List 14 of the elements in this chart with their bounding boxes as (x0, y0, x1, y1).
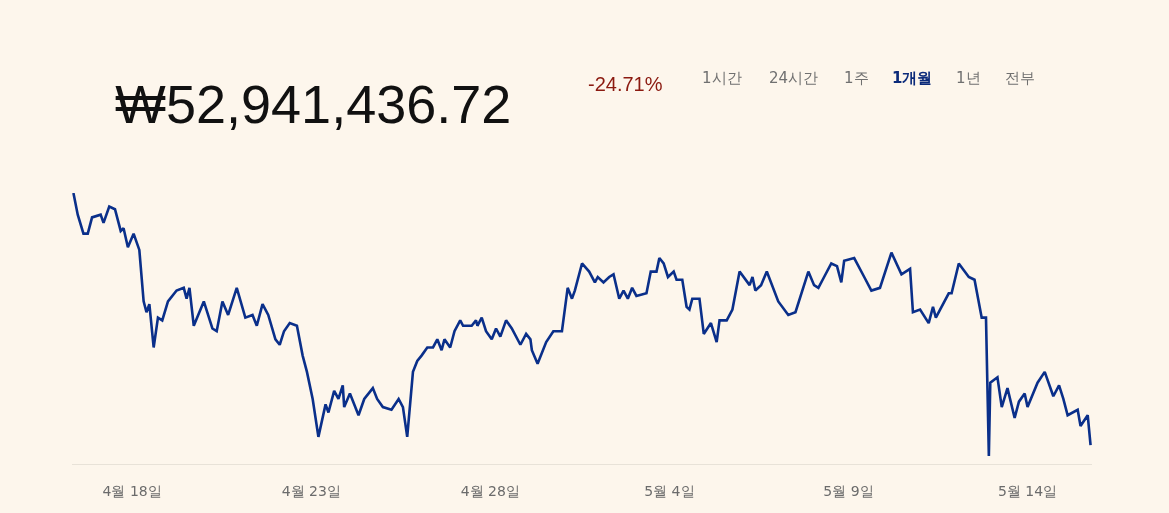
chart-subtitle: -24.71% (588, 73, 663, 95)
x-tick-label: 4월 28일 (460, 482, 520, 499)
text: 1주 (844, 69, 869, 87)
x-tick-label: 5월 9일 (823, 482, 874, 499)
x-tick-label: 5월 14일 (997, 482, 1058, 499)
chart-title: ₩52,941,436.72 (115, 74, 512, 134)
text: 전부 (1005, 69, 1035, 87)
text: 1시간 (702, 69, 742, 87)
text: 1년 (956, 69, 981, 87)
text: 1개월 (892, 69, 933, 87)
text: 24시간 (769, 69, 819, 87)
x-tick-label: 4월 23일 (281, 482, 341, 499)
x-tick-label: 5월 4일 (644, 482, 695, 499)
x-tick-label: 4월 18일 (102, 482, 162, 499)
